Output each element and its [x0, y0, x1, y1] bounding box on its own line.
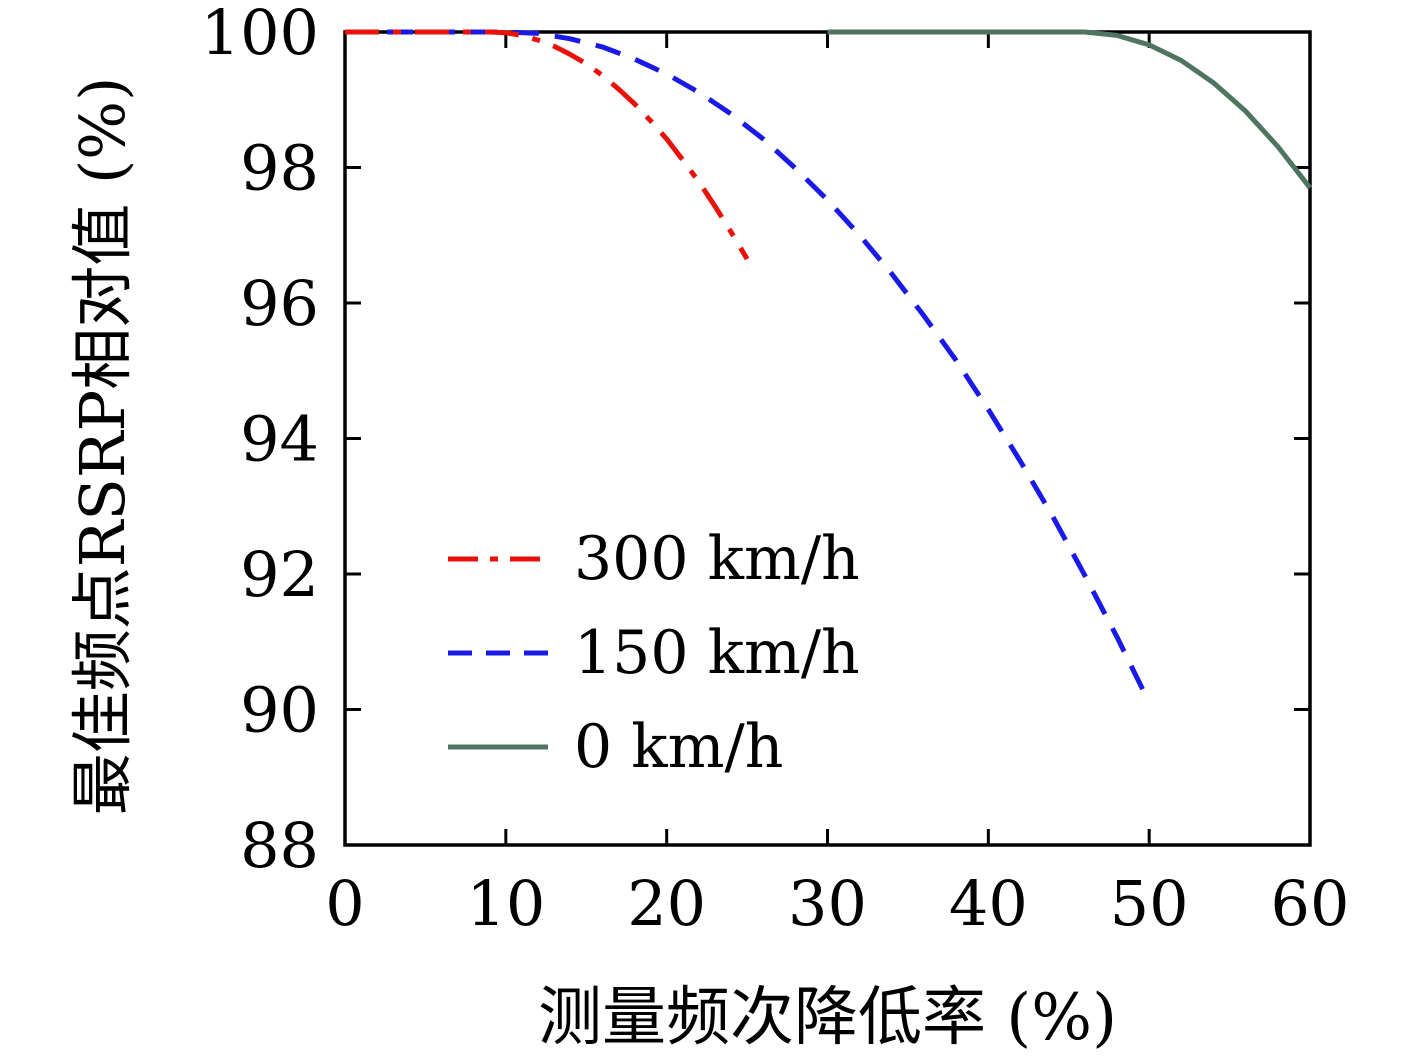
legend-label: 150 km/h: [574, 618, 860, 688]
series-line-150-km-h: [345, 29, 1152, 704]
x-tick-label: 0: [325, 867, 364, 940]
x-axis-label: 测量频次降低率 (%): [537, 981, 1118, 1055]
legend-line-sample: [448, 650, 548, 656]
y-axis-label: 最佳频点RSRP相对值 (%): [66, 76, 139, 816]
y-tick-label: 94: [240, 403, 319, 476]
y-tick-label: 90: [240, 674, 319, 747]
legend-line-sample: [448, 556, 548, 562]
legend-label: 0 km/h: [574, 712, 784, 782]
series-line-0-km-h: [827, 29, 1312, 190]
y-tick-label: 100: [201, 0, 319, 69]
y-tick-label: 88: [240, 809, 319, 882]
legend-item: 0 km/h: [448, 700, 860, 794]
y-tick-label: 96: [240, 267, 319, 340]
x-tick-label: 60: [1271, 867, 1350, 940]
y-tick-label: 92: [240, 538, 319, 611]
legend-label: 300 km/h: [574, 524, 860, 594]
x-tick-label: 10: [466, 867, 545, 940]
series-line-300-km-h: [345, 29, 750, 261]
x-tick-label: 30: [788, 867, 867, 940]
y-tick-label: 98: [240, 132, 319, 205]
x-tick-label: 40: [949, 867, 1028, 940]
legend: 300 km/h 150 km/h 0 km/h: [448, 512, 860, 794]
legend-line-sample: [448, 744, 548, 750]
x-tick-label: 20: [627, 867, 706, 940]
legend-item: 300 km/h: [448, 512, 860, 606]
x-tick-label: 50: [1110, 867, 1189, 940]
legend-item: 150 km/h: [448, 606, 860, 700]
